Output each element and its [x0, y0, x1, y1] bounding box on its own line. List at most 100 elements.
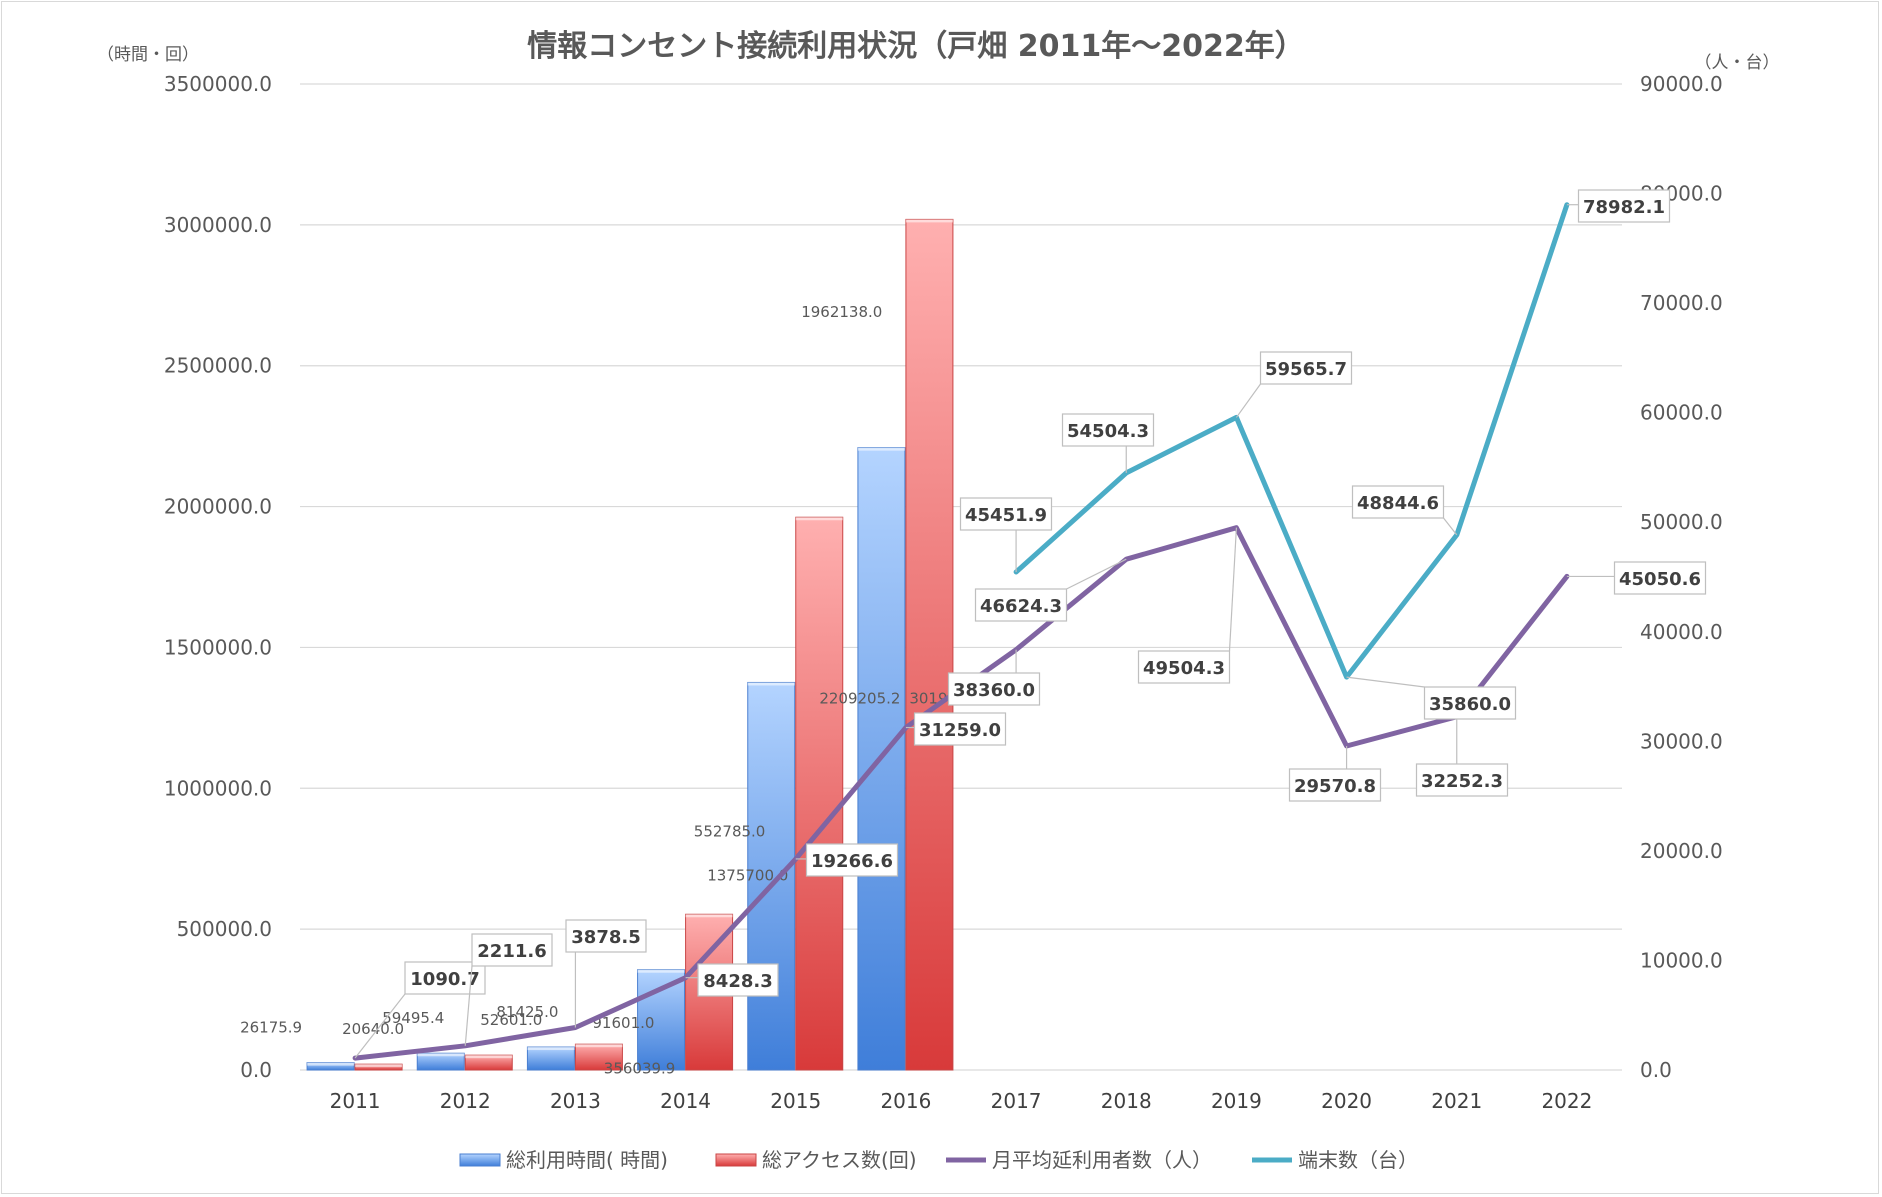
callout-leader: [1066, 558, 1127, 590]
right-tick-label: 40000.0: [1640, 620, 1723, 644]
total-access-label: 20640.0: [342, 1020, 404, 1038]
x-tick-label: 2021: [1431, 1089, 1482, 1113]
total-hours-label: 356039.9: [604, 1060, 676, 1078]
legend-swatch: [459, 1153, 501, 1167]
callout-leader: [354, 993, 406, 1059]
callout-box: [1259, 351, 1353, 385]
terminals-line: [1013, 202, 1570, 680]
bar-highlight: [637, 969, 685, 973]
x-tick-label: 2020: [1321, 1089, 1372, 1113]
bar-highlight: [417, 1053, 465, 1057]
callout-leader: [1235, 383, 1261, 418]
left-axis-ticks: 0.0 500000.0 1000000.0 1500000.0 2000000.0 25…: [164, 72, 272, 1082]
left-tick-label: 1500000.0: [164, 635, 272, 659]
monthly-users-label: 3878.5: [571, 927, 640, 948]
legend-label: 総利用時間( 時間): [506, 1148, 668, 1172]
left-tick-label: 0.0: [240, 1058, 272, 1082]
callout-box: [805, 843, 899, 877]
right-tick-label: 70000.0: [1640, 291, 1723, 315]
callout-leader: [1443, 517, 1458, 536]
total-hours-label: 81425.0: [496, 1003, 558, 1021]
callout-box: [959, 497, 1053, 531]
right-tick-label: 90000.0: [1640, 72, 1723, 96]
x-tick-label: 2013: [550, 1089, 601, 1113]
left-tick-label: 3500000.0: [164, 72, 272, 96]
bar-highlight: [795, 517, 843, 521]
callout-box: [974, 588, 1068, 622]
legend-label: 総アクセス数(回): [762, 1148, 917, 1172]
callout-box: [1423, 686, 1517, 720]
callout-box: [947, 672, 1041, 706]
callout-box: [1137, 650, 1231, 684]
total-hours-label: 1375700.0: [707, 866, 788, 884]
x-tick-label: 2011: [330, 1089, 381, 1113]
left-tick-label: 3000000.0: [164, 213, 272, 237]
total-access-label: 91601.0: [592, 1014, 654, 1032]
x-tick-label: 2012: [440, 1089, 491, 1113]
monthly-users-label: 1090.7: [410, 969, 479, 990]
callout-box: [1351, 485, 1445, 519]
right-axis-unit: （人・台）: [1695, 53, 1780, 73]
x-tick-label: 2015: [770, 1089, 821, 1113]
chart-title: 情報コンセント接続利用状況（戸畑 2011年～2022年）: [527, 29, 1304, 64]
bar-highlight: [465, 1055, 513, 1059]
callout-leader: [464, 965, 473, 1046]
legend-swatch: [715, 1153, 757, 1167]
total-access-bar: [795, 516, 844, 1071]
monthly-users-label: 2211.6: [477, 941, 546, 962]
right-tick-label: 30000.0: [1640, 729, 1723, 753]
monthly-users-line: [352, 525, 1570, 1061]
callout-box: [697, 963, 779, 997]
total-hours-label: 2209205.2: [819, 690, 900, 708]
legend-label: 月平均延利用者数（人）: [992, 1148, 1212, 1172]
terminals-label: 59565.7: [1265, 359, 1347, 380]
legend-label: 端末数（台）: [1298, 1148, 1418, 1172]
total-hours-bar: [747, 681, 796, 1071]
x-tick-label: 2018: [1101, 1089, 1152, 1113]
right-tick-label: 0.0: [1640, 1058, 1672, 1082]
total-access-label: 1962138.0: [801, 303, 882, 321]
total-access-label: 52601.0: [480, 1011, 542, 1029]
right-tick-label: 60000.0: [1640, 401, 1723, 425]
right-axis-ticks: 0.0 10000.0 20000.0 30000.0 40000.0 50000.0 60…: [1640, 72, 1723, 1082]
terminals-label: 48844.6: [1357, 493, 1439, 514]
left-axis-unit: （時間・回）: [97, 45, 199, 65]
monthly-users-label: 31259.0: [919, 720, 1001, 741]
left-tick-label: 2000000.0: [164, 495, 272, 519]
left-tick-label: 2500000.0: [164, 354, 272, 378]
total-access-label: 552785.0: [694, 822, 766, 840]
monthly-users-label: 46624.3: [980, 596, 1062, 617]
x-tick-label: 2017: [991, 1089, 1042, 1113]
terminals-label: 45451.9: [965, 505, 1047, 526]
total-hours-bar: [526, 1046, 575, 1071]
monthly-users-label: 19266.6: [811, 851, 893, 872]
terminals-label: 54504.3: [1067, 421, 1149, 442]
total-access-bar: [905, 218, 954, 1071]
left-tick-label: 1000000.0: [164, 776, 272, 800]
callout-box: [1061, 413, 1155, 447]
callout-box: [1415, 763, 1509, 797]
bar-highlight: [857, 447, 905, 451]
monthly-users-label: 29570.8: [1294, 776, 1376, 797]
x-tick-label: 2016: [880, 1089, 931, 1113]
terminals-label: 35860.0: [1429, 694, 1511, 715]
monthly-users-label: 49504.3: [1143, 658, 1225, 679]
monthly-users-label: 45050.6: [1619, 569, 1701, 590]
left-tick-label: 500000.0: [177, 917, 272, 941]
bar-highlight: [685, 914, 733, 918]
monthly-users-label: 38360.0: [953, 680, 1035, 701]
legend: 総利用時間( 時間) 総アクセス数(回) 月平均延利用者数（人） 端末数（台）: [459, 1148, 1418, 1172]
bar-highlight: [905, 219, 953, 223]
right-tick-label: 10000.0: [1640, 948, 1723, 972]
bar-highlight: [307, 1062, 355, 1066]
callout-box: [1577, 189, 1671, 223]
total-hours-label: 59495.4: [382, 1009, 444, 1027]
line-data-callouts: 1090.7 2211.6 3878.5 8428.3 19266.6 31259.0 38…: [354, 189, 1707, 1059]
line-series: [352, 202, 1570, 1061]
x-tick-label: 2014: [660, 1089, 711, 1113]
callout-leader: [1346, 676, 1425, 688]
callout-box: [471, 933, 553, 967]
right-tick-label: 50000.0: [1640, 510, 1723, 534]
